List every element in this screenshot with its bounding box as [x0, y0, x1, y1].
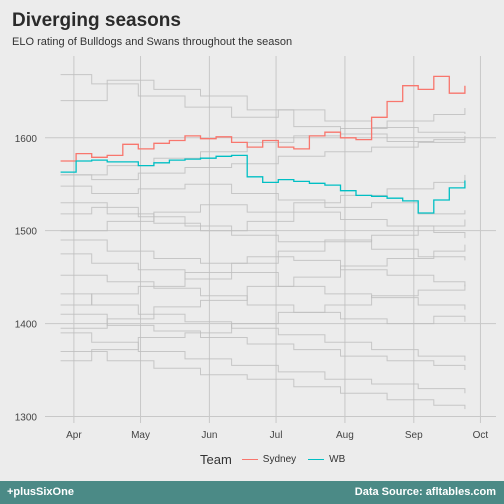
background-series-line-18	[60, 284, 466, 362]
legend-label-sydney: Sydney	[262, 453, 297, 465]
footer-source: Data Source: afltables.com	[354, 486, 496, 498]
background-series-line-8	[60, 253, 466, 310]
series-line-wb	[60, 154, 466, 214]
background-series-line-12	[60, 332, 466, 394]
background-series-line-7	[60, 239, 466, 287]
background-series-line-9	[60, 274, 466, 325]
legend: Team Sydney WB	[200, 450, 357, 468]
legend-item-sydney: Sydney	[241, 453, 297, 465]
legend-label-wb: WB	[329, 453, 346, 465]
chart-subtitle: ELO rating of Bulldogs and Swans through…	[12, 36, 293, 48]
footer-brand: +plusSixOne	[7, 486, 74, 498]
background-series-line-10	[60, 293, 466, 361]
background-series-line-5	[60, 202, 466, 239]
x-tick-label-oct: Oct	[473, 430, 489, 441]
x-tick-label-jun: Jun	[201, 430, 217, 441]
background-series-line-1	[60, 79, 466, 142]
y-tick-label-1600: 1600	[15, 134, 38, 145]
line-chart: 1300 1400 1500 1600 Apr May Jun Jul Aug Sep Oct	[15, 56, 496, 441]
legend-item-wb: WB	[308, 454, 345, 465]
footer-bar: +plusSixOne Data Source: afltables.com	[0, 481, 504, 504]
y-tick-label-1300: 1300	[15, 412, 38, 423]
x-tick-label-jul: Jul	[270, 430, 283, 441]
background-series-line-2	[60, 74, 466, 134]
y-tick-label-1500: 1500	[15, 227, 38, 238]
legend-swatch-wb	[308, 458, 325, 460]
x-tick-label-sep: Sep	[405, 430, 423, 441]
background-series-line-6	[60, 206, 466, 261]
x-tick-label-apr: Apr	[66, 430, 82, 441]
background-series-line-14	[60, 137, 466, 181]
x-tick-label-may: May	[131, 430, 150, 441]
background-series-line-16	[60, 219, 466, 306]
y-tick-label-1400: 1400	[15, 320, 38, 331]
background-series-line-13	[60, 351, 466, 410]
series-line-sydney	[60, 75, 466, 162]
background-series-line-15	[60, 174, 466, 232]
chart-title: Diverging seasons	[12, 10, 181, 31]
legend-title: Team	[200, 451, 232, 467]
legend-swatch-sydney	[241, 458, 258, 460]
background-series-line-11	[60, 313, 466, 370]
background-series-line-17	[60, 244, 466, 329]
x-tick-label-aug: Aug	[336, 430, 354, 441]
